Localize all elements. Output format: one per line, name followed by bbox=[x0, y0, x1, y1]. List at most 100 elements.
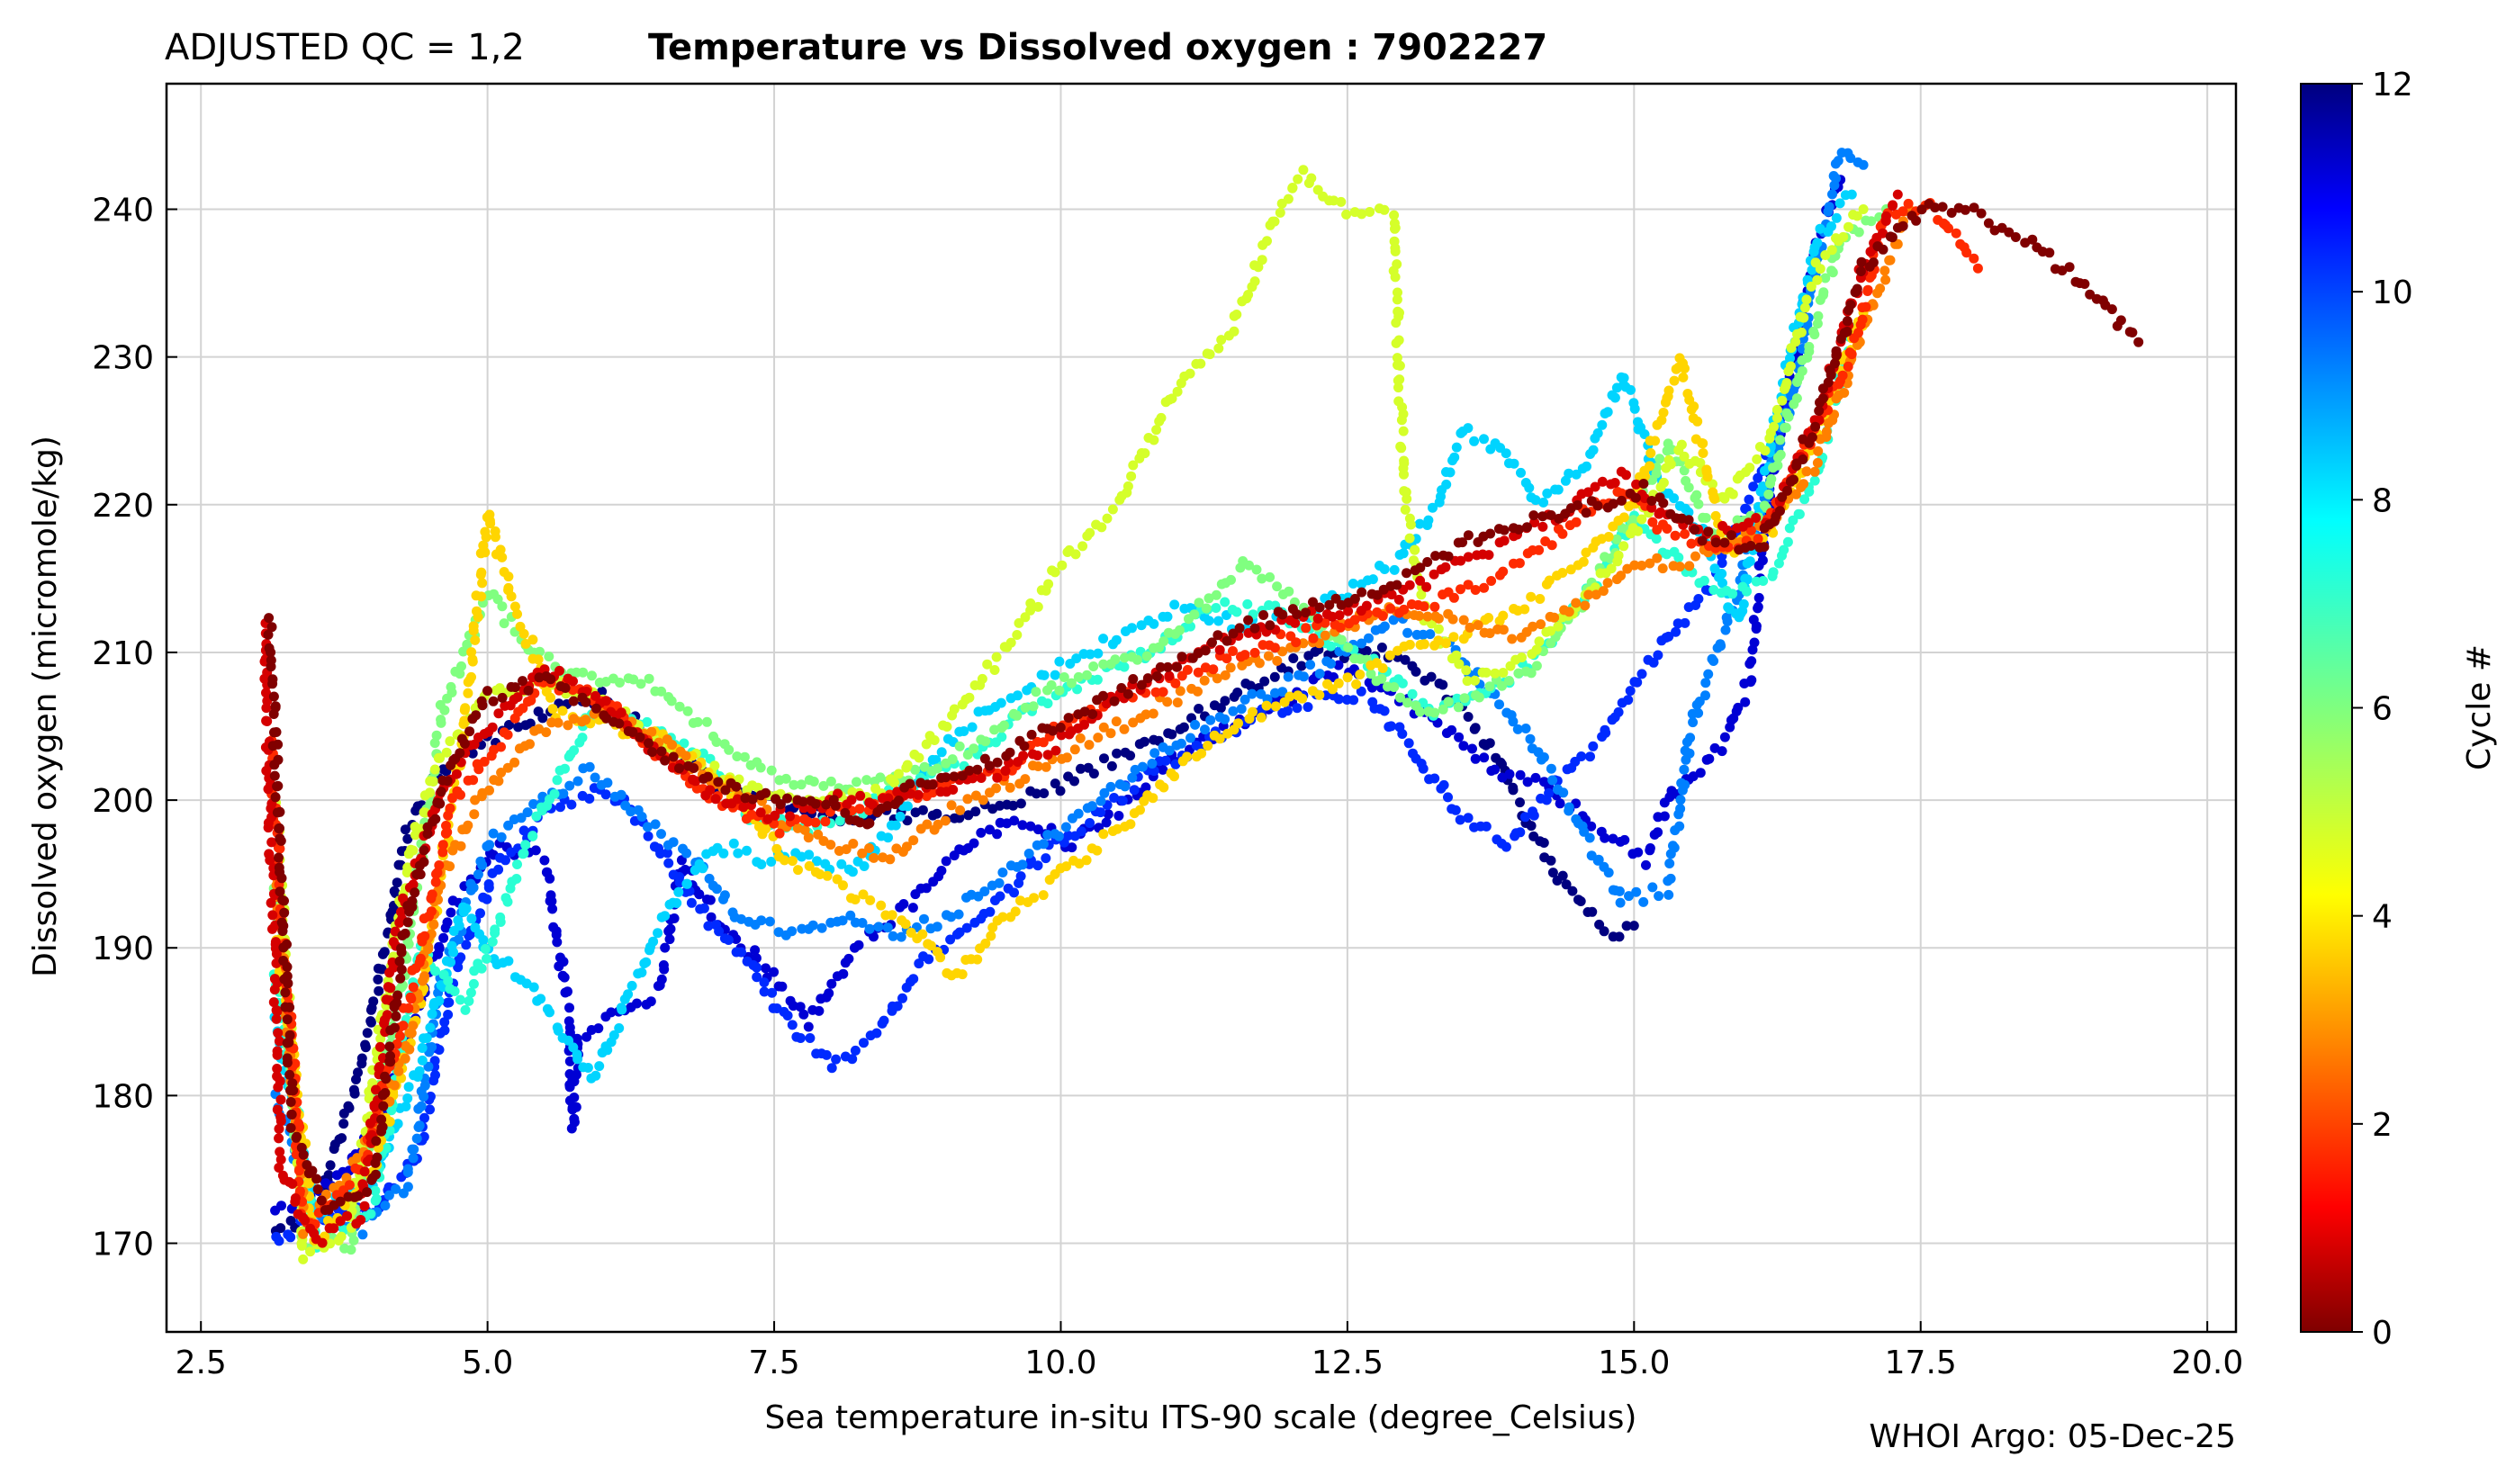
data-point bbox=[995, 891, 1005, 902]
data-point bbox=[356, 1053, 367, 1064]
data-point bbox=[1858, 204, 1869, 214]
data-point bbox=[261, 703, 272, 714]
data-point bbox=[437, 840, 448, 850]
data-point bbox=[1839, 388, 1850, 398]
data-point bbox=[1474, 692, 1484, 703]
x-tick-label: 20.0 bbox=[2171, 1345, 2243, 1381]
data-point bbox=[1443, 551, 1454, 562]
data-point bbox=[490, 924, 500, 935]
data-point bbox=[1077, 541, 1088, 552]
data-point bbox=[1429, 773, 1440, 784]
data-point bbox=[380, 1088, 391, 1098]
data-point bbox=[323, 1170, 334, 1181]
data-point bbox=[1070, 549, 1081, 560]
data-point bbox=[1139, 736, 1149, 747]
data-point bbox=[997, 912, 1008, 922]
data-point bbox=[1086, 801, 1097, 812]
data-point bbox=[804, 850, 815, 860]
data-point bbox=[694, 889, 705, 900]
data-point bbox=[761, 963, 771, 974]
data-point bbox=[1484, 681, 1495, 692]
data-point bbox=[1308, 597, 1318, 607]
data-point bbox=[705, 895, 716, 905]
data-point bbox=[660, 911, 671, 922]
data-point bbox=[789, 779, 799, 790]
data-point bbox=[467, 654, 478, 665]
data-point bbox=[843, 953, 854, 964]
data-point bbox=[742, 845, 752, 856]
data-point bbox=[1779, 544, 1789, 555]
data-point bbox=[1497, 680, 1507, 691]
data-point bbox=[2057, 265, 2068, 276]
data-point bbox=[917, 929, 928, 940]
data-point bbox=[1426, 671, 1437, 682]
data-point bbox=[558, 957, 569, 967]
data-point bbox=[1797, 365, 1807, 376]
data-point bbox=[1663, 889, 1674, 900]
data-point bbox=[490, 532, 500, 543]
y-tick-label: 180 bbox=[92, 1078, 154, 1115]
data-point bbox=[1670, 530, 1681, 541]
data-point bbox=[1852, 283, 1862, 294]
data-point bbox=[408, 845, 419, 856]
data-point bbox=[282, 939, 292, 949]
data-point bbox=[968, 773, 978, 784]
data-point bbox=[1085, 527, 1095, 538]
data-point bbox=[381, 1143, 392, 1153]
data-point bbox=[1017, 859, 1028, 870]
data-point bbox=[921, 739, 932, 750]
data-point bbox=[1683, 482, 1694, 493]
data-point bbox=[435, 752, 446, 763]
data-point bbox=[1509, 458, 1519, 469]
data-point bbox=[1438, 704, 1448, 715]
data-point bbox=[392, 990, 403, 1001]
data-point bbox=[600, 789, 611, 800]
data-point bbox=[325, 1160, 336, 1171]
data-point bbox=[1214, 644, 1225, 655]
data-point bbox=[1536, 619, 1546, 630]
data-point bbox=[1903, 198, 1914, 209]
data-point bbox=[568, 696, 579, 706]
data-point bbox=[1880, 274, 1891, 285]
data-point bbox=[1377, 663, 1388, 673]
data-point bbox=[1611, 534, 1622, 544]
data-point bbox=[275, 823, 284, 833]
data-point bbox=[429, 738, 440, 749]
data-point bbox=[1447, 724, 1457, 735]
data-point bbox=[755, 762, 766, 773]
data-point bbox=[1845, 153, 1856, 164]
data-point bbox=[1403, 738, 1414, 749]
data-point bbox=[1524, 482, 1535, 493]
data-point bbox=[935, 952, 946, 963]
data-point bbox=[274, 1133, 284, 1144]
data-point bbox=[948, 785, 959, 795]
data-point bbox=[830, 800, 841, 811]
data-point bbox=[419, 1112, 429, 1123]
data-point bbox=[1449, 452, 1460, 463]
data-point bbox=[1038, 839, 1049, 850]
data-point bbox=[1005, 747, 1015, 758]
data-point bbox=[1429, 569, 1439, 580]
data-point bbox=[808, 777, 819, 787]
data-point bbox=[1515, 797, 1525, 808]
data-point bbox=[560, 763, 570, 774]
data-point bbox=[825, 776, 836, 787]
data-point bbox=[1178, 722, 1189, 733]
data-point bbox=[846, 795, 857, 805]
data-point bbox=[275, 835, 286, 846]
data-point bbox=[1629, 403, 1640, 414]
data-point bbox=[711, 884, 722, 895]
data-point bbox=[1400, 654, 1411, 665]
data-point bbox=[266, 622, 277, 633]
data-point bbox=[1158, 764, 1168, 775]
data-point bbox=[445, 736, 455, 747]
data-point bbox=[1799, 302, 1810, 313]
data-point bbox=[1388, 615, 1399, 625]
data-point bbox=[1415, 706, 1425, 717]
data-point bbox=[1389, 682, 1400, 692]
data-point bbox=[1391, 318, 1402, 328]
data-point bbox=[1135, 805, 1145, 815]
data-point bbox=[977, 673, 987, 684]
data-point bbox=[1221, 653, 1232, 664]
data-point bbox=[1410, 544, 1420, 555]
